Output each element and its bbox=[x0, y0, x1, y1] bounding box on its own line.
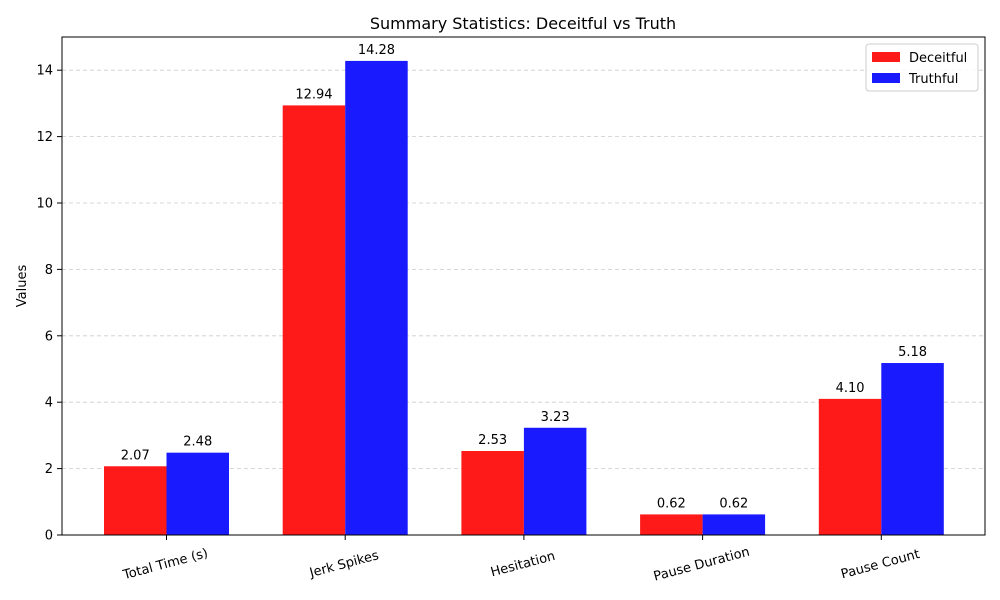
data-label-truthful-3: 0.62 bbox=[719, 496, 748, 511]
y-tick-label-5: 10 bbox=[36, 197, 53, 212]
bar-truthful-4 bbox=[881, 363, 944, 535]
y-tick-label-1: 2 bbox=[45, 462, 53, 477]
x-tick-label-1: Jerk Spikes bbox=[307, 548, 380, 581]
bar-deceitful-3 bbox=[640, 514, 703, 535]
bar-deceitful-1 bbox=[282, 105, 346, 535]
legend-swatch-truthful bbox=[872, 73, 900, 83]
x-tick-label-3: Pause Duration bbox=[652, 545, 751, 585]
y-tick-label-0: 0 bbox=[45, 529, 53, 544]
legend: Deceitful Truthful bbox=[865, 43, 979, 92]
bar-truthful-1 bbox=[345, 60, 408, 536]
data-labels: 2.07 12.94 2.53 0.62 4.10 2.48 14.28 3.23 0.62 5.… bbox=[121, 43, 927, 512]
x-tick-label-0: Total Time (s) bbox=[120, 546, 209, 583]
chart-title: Summary Statistics: Deceitful vs Truth bbox=[370, 14, 676, 33]
y-tick-label-6: 12 bbox=[36, 130, 53, 145]
bar-truthful-0 bbox=[166, 452, 229, 535]
data-label-deceitful-1: 12.94 bbox=[295, 87, 332, 102]
data-label-deceitful-2: 2.53 bbox=[478, 433, 507, 448]
x-tick-label-4: Pause Count bbox=[839, 547, 921, 582]
bars bbox=[104, 60, 944, 536]
data-label-truthful-4: 5.18 bbox=[898, 345, 927, 360]
data-label-deceitful-4: 4.10 bbox=[836, 381, 865, 396]
bar-deceitful-4 bbox=[818, 398, 882, 535]
y-tick-label-2: 4 bbox=[45, 396, 53, 411]
y-tick-label-7: 14 bbox=[36, 64, 53, 79]
y-tick-label-4: 8 bbox=[45, 263, 53, 278]
y-tick-label-3: 6 bbox=[45, 329, 53, 344]
data-label-deceitful-0: 2.07 bbox=[121, 448, 150, 463]
legend-swatch-deceitful bbox=[872, 52, 900, 62]
bar-truthful-2 bbox=[523, 427, 587, 535]
data-label-truthful-0: 2.48 bbox=[183, 435, 212, 450]
x-tick-label-2: Hesitation bbox=[489, 549, 557, 581]
data-label-deceitful-3: 0.62 bbox=[657, 496, 686, 511]
data-label-truthful-2: 3.23 bbox=[541, 410, 570, 425]
bar-deceitful-0 bbox=[104, 466, 167, 535]
bar-deceitful-2 bbox=[461, 451, 524, 535]
legend-label-truthful: Truthful bbox=[908, 72, 958, 87]
data-label-truthful-1: 14.28 bbox=[358, 43, 395, 58]
legend-label-deceitful: Deceitful bbox=[909, 51, 967, 66]
bar-truthful-3 bbox=[702, 514, 766, 535]
y-axis-label: Values bbox=[15, 265, 30, 308]
